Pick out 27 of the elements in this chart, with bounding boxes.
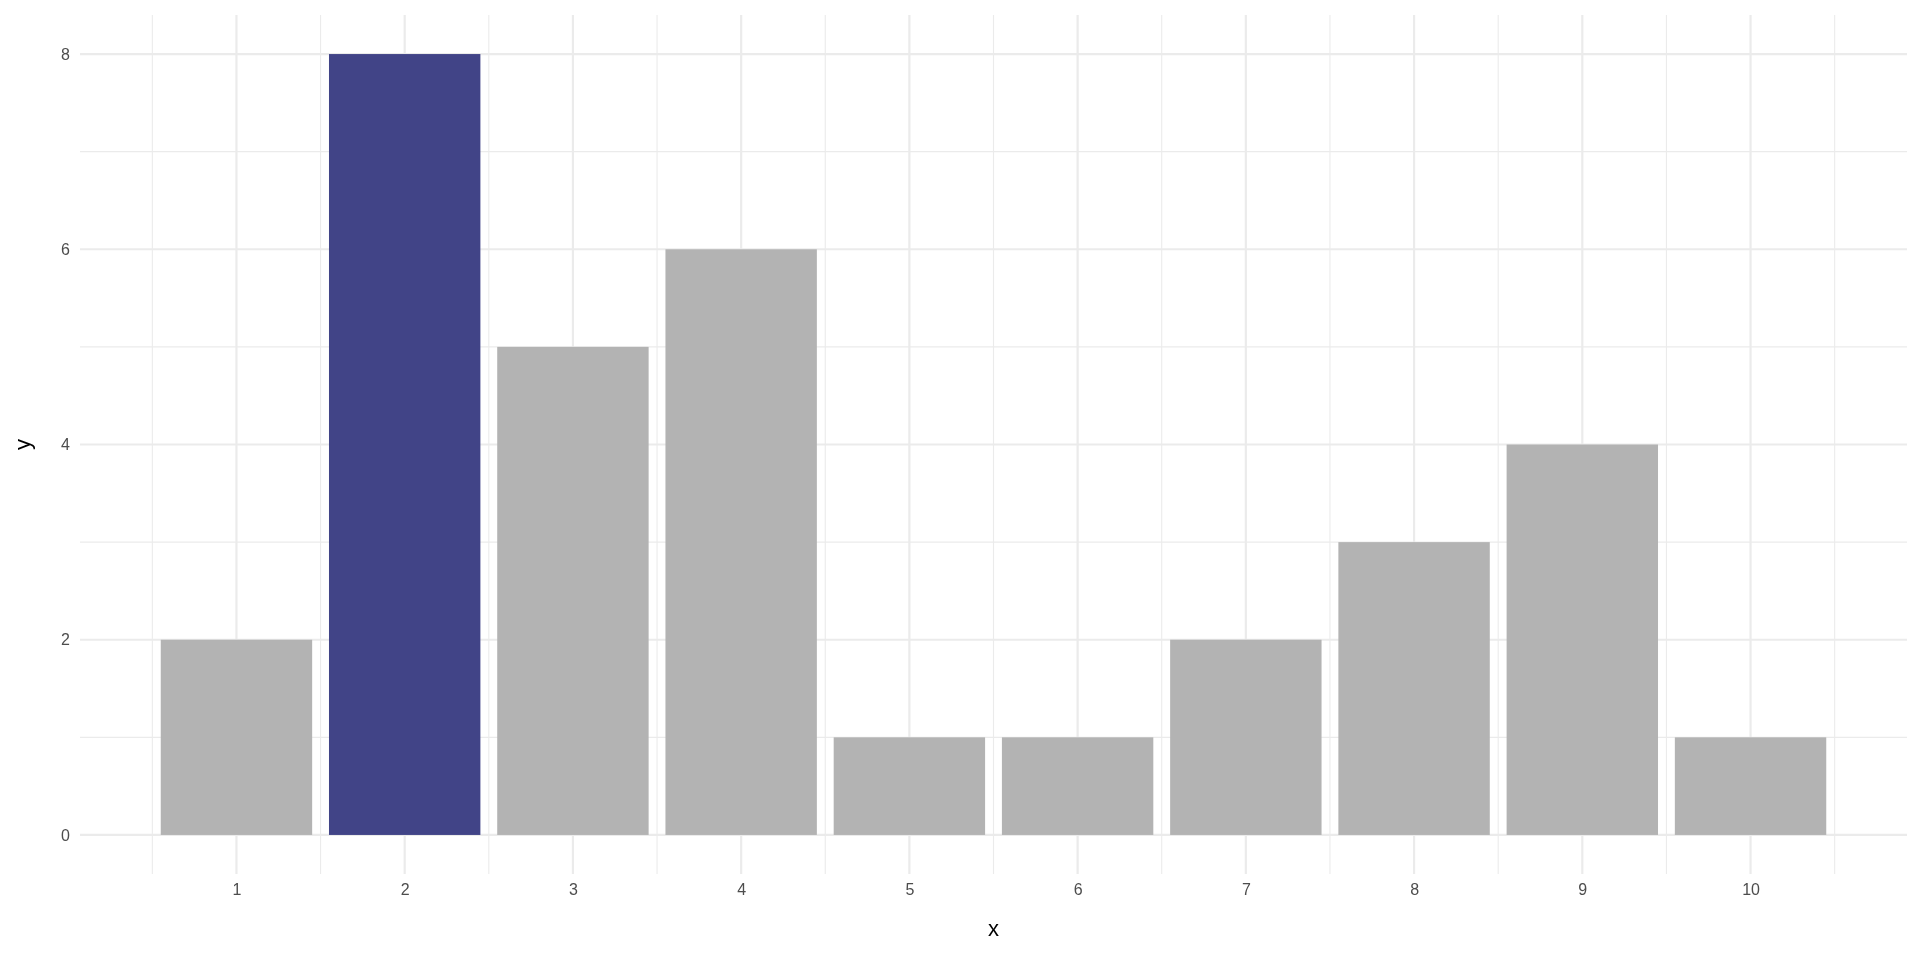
bar: [665, 249, 817, 835]
y-tick-label: 2: [61, 631, 71, 649]
bar: [160, 639, 313, 835]
bar: [833, 737, 986, 835]
x-tick-label: 5: [905, 881, 915, 899]
bar: [1506, 444, 1659, 835]
x-tick-label: 4: [737, 881, 747, 899]
x-tick-label: 10: [1742, 881, 1761, 899]
x-tick-label: 7: [1241, 881, 1251, 899]
bar: [1338, 542, 1490, 835]
bar: [1170, 639, 1322, 835]
x-axis-title: x: [988, 916, 999, 941]
x-tick-label: 1: [232, 881, 242, 899]
x-tick-label: 3: [568, 881, 578, 899]
y-tick-label: 6: [61, 240, 71, 258]
bar: [497, 346, 649, 835]
x-tick-label: 9: [1578, 881, 1588, 899]
y-tick-label: 0: [61, 826, 71, 844]
x-tick-label: 6: [1073, 881, 1083, 899]
y-tick-label: 4: [61, 436, 71, 454]
y-tick-label: 8: [61, 45, 71, 63]
x-tick-label: 8: [1410, 881, 1420, 899]
x-tick-label: 2: [400, 881, 410, 899]
bar: [1674, 737, 1827, 835]
bar: [328, 54, 481, 835]
bar: [1001, 737, 1154, 835]
y-axis-title: y: [10, 439, 35, 450]
